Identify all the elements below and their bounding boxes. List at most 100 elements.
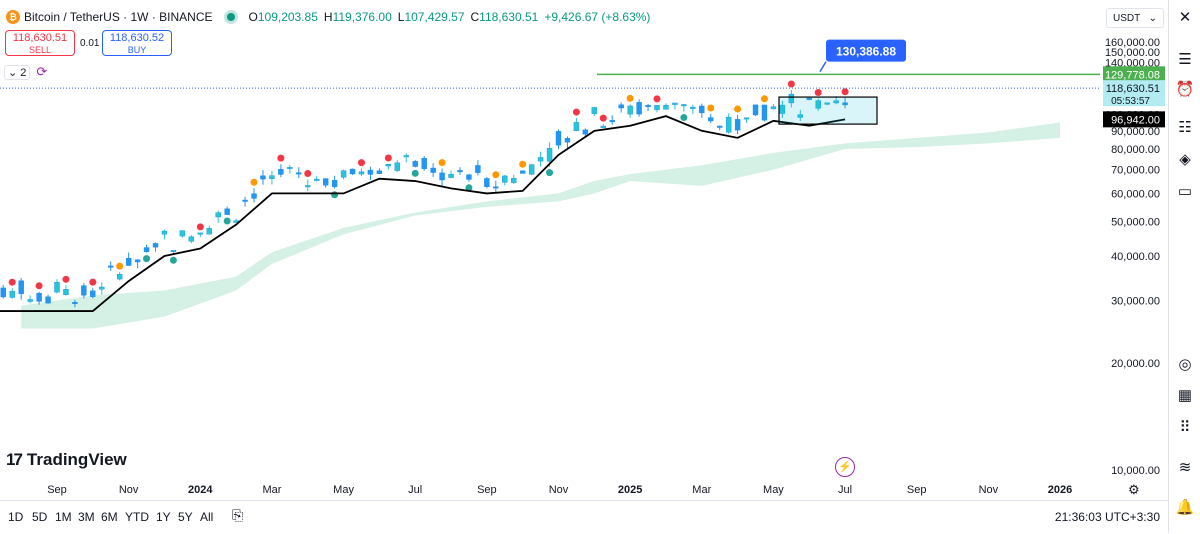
candle-body [99,286,105,290]
y-tick-label: 90,000.00 [1111,126,1160,138]
candle-body [806,97,812,100]
candle-body [251,193,257,199]
bolt-icon[interactable]: ⚡ [835,457,855,477]
x-tick-label: May [763,484,784,496]
candle-body [9,290,15,298]
signal-dot [169,256,177,264]
x-tick-label: Nov [119,484,139,496]
candle-body [537,157,544,162]
buy-button[interactable]: 118,630.52 BUY [102,30,172,56]
y-tick-label: 20,000.00 [1111,358,1160,370]
timeframe-1d[interactable]: 1D [8,510,24,524]
timeframe-1y[interactable]: 1Y [156,510,171,524]
candle-body [833,100,839,104]
refresh-icon[interactable]: ⟳ [36,64,48,79]
candle-body [278,168,284,175]
symbol-title[interactable]: Bitcoin / TetherUS · 1W · BINANCE [24,10,213,24]
gear-icon[interactable]: ⚙ [1128,482,1140,497]
x-tick-label: 2025 [618,484,642,496]
trend-value-tag-bg [1103,111,1165,128]
indicators-toggle[interactable]: ⌄ 2 [4,64,31,80]
candle-body [448,173,454,178]
timeframe-5d[interactable]: 5D [32,510,48,524]
candle-body [376,170,383,174]
signal-dot [196,223,204,231]
countdown-tag: 05:53:57 [1111,96,1150,107]
chevron-down-icon: ⌄ [1148,13,1157,24]
signal-dot [35,282,43,290]
y-tick-label: 70,000.00 [1111,165,1160,177]
candle-body [179,230,186,237]
candle-body [367,169,374,175]
candle-body [403,155,409,158]
candle-body [493,186,499,189]
candle-body [609,120,615,123]
x-tick-label: Mar [262,484,281,496]
target-icon[interactable]: ◎ [1178,356,1192,373]
candle-body [591,107,598,114]
timeframe-5y[interactable]: 5Y [178,510,193,524]
calendar-icon[interactable]: ▦ [1177,387,1193,404]
x-tick-label: Sep [907,484,927,496]
timeframe-1m[interactable]: 1M [55,510,72,524]
apps-grid-icon[interactable]: ⠿ [1179,419,1191,436]
signal-dot [8,278,16,286]
y-tick-label: 80,000.00 [1111,144,1160,156]
x-tick-label: 2024 [188,484,213,496]
chat-icon[interactable]: ▭ [1177,183,1193,200]
tradingview-logo-text: TradingView [26,450,127,469]
y-tick-label: 40,000.00 [1111,251,1160,263]
timeframe-ytd[interactable]: YTD [125,510,149,524]
candle-body [511,178,517,183]
candle-body [842,102,848,106]
candle-body [636,102,642,115]
signal-dot [384,154,392,162]
signal-dot [223,217,231,225]
signal-dot [62,275,70,283]
timeframe-3m[interactable]: 3M [78,510,95,524]
candle-body [90,290,96,297]
x-tick-label: Jul [838,484,852,496]
callout-pointer [819,61,827,72]
candle-body [439,172,445,181]
signal-dot [411,169,419,177]
candle-body [331,180,338,188]
currency-select[interactable]: USDT ⌄ [1106,8,1164,28]
tradingview-logo: 17 TradingView [6,450,127,470]
candle-body [143,247,150,253]
date-range-icon[interactable]: ⎘ [232,507,244,523]
candle-body [815,100,821,109]
candle-body [134,259,141,263]
candle-body [582,129,589,135]
alarm-clock-icon[interactable]: ⏰ [1175,81,1195,98]
signal-dot [814,89,822,97]
candle-body [269,175,275,179]
chart-canvas[interactable]: 130,386.88160,000.00150,000.00140,000.00… [0,0,1168,500]
candle-body [555,131,562,146]
timeframe-all[interactable]: All [200,510,214,524]
timeframe-6m[interactable]: 6M [101,510,118,524]
candle-body [761,104,768,121]
close-icon[interactable]: ✕ [1178,9,1192,26]
ohlc-low: L107,429.57 [397,10,465,24]
bell-icon[interactable]: 🔔 [1175,499,1195,516]
candle-body [305,185,311,188]
candle-body [27,299,33,302]
candle-body [466,174,472,180]
layers-icon[interactable]: ◈ [1179,151,1191,168]
sell-button[interactable]: 118,630.51 SELL [5,30,75,56]
candle-body [699,105,705,114]
trend-value-tag: 96,942.00 [1111,114,1160,126]
last-price-tag-bg [1103,80,1165,107]
signal-icon[interactable]: ≋ [1178,459,1192,476]
ichimoku-cloud-area [21,122,1060,329]
add-list-icon[interactable]: ☷ [1178,119,1192,136]
candle-body [430,167,436,173]
candle-body [0,287,6,298]
signal-dot [734,105,742,113]
x-tick-label: Sep [477,484,497,496]
watchlist-icon[interactable]: ☰ [1178,51,1192,68]
y-tick-label: 150,000.00 [1105,47,1160,59]
signal-dot [599,114,607,122]
candle-body [152,243,159,248]
